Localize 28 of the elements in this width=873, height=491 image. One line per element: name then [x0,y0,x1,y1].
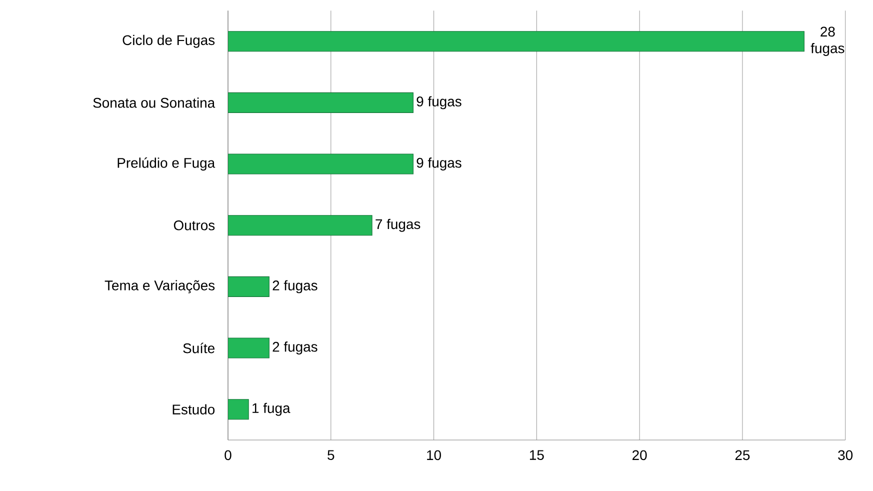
y-tick-label: Ciclo de Fugas [122,34,215,48]
x-tick-label: 0 [224,450,232,460]
data-label: 7 fugas [376,218,420,232]
bar [228,338,270,358]
bar [228,276,270,297]
bar [228,92,414,113]
x-tick-label: 30 [838,450,853,460]
x-tick-label: 5 [328,450,334,460]
x-tick-label: 25 [735,450,750,460]
x-tick-label: 20 [632,450,647,460]
x-tick-label: 15 [530,450,544,460]
y-tick-label: Estudo [172,404,215,414]
data-label: 2 fugas [272,342,318,354]
y-tick-label: Prelúdio e Fuga [118,157,216,171]
bar [228,31,804,52]
data-label: 9 fugas [416,96,462,110]
bar [228,215,372,236]
y-tick-label: Suíte [183,342,214,354]
y-tick-label: Outros [174,220,215,230]
data-label: 9 fugas [416,158,462,171]
data-label: 2 fugas [272,280,318,294]
bar [228,154,414,174]
data-label: 28 fugas [810,26,844,56]
y-tick-label: Sonata ou Sonatina [93,98,216,108]
x-tick-label: 10 [427,450,441,460]
y-tick-label: Tema e Variações [104,280,215,294]
data-label: 1 fuga [252,402,290,416]
bar [228,399,249,420]
